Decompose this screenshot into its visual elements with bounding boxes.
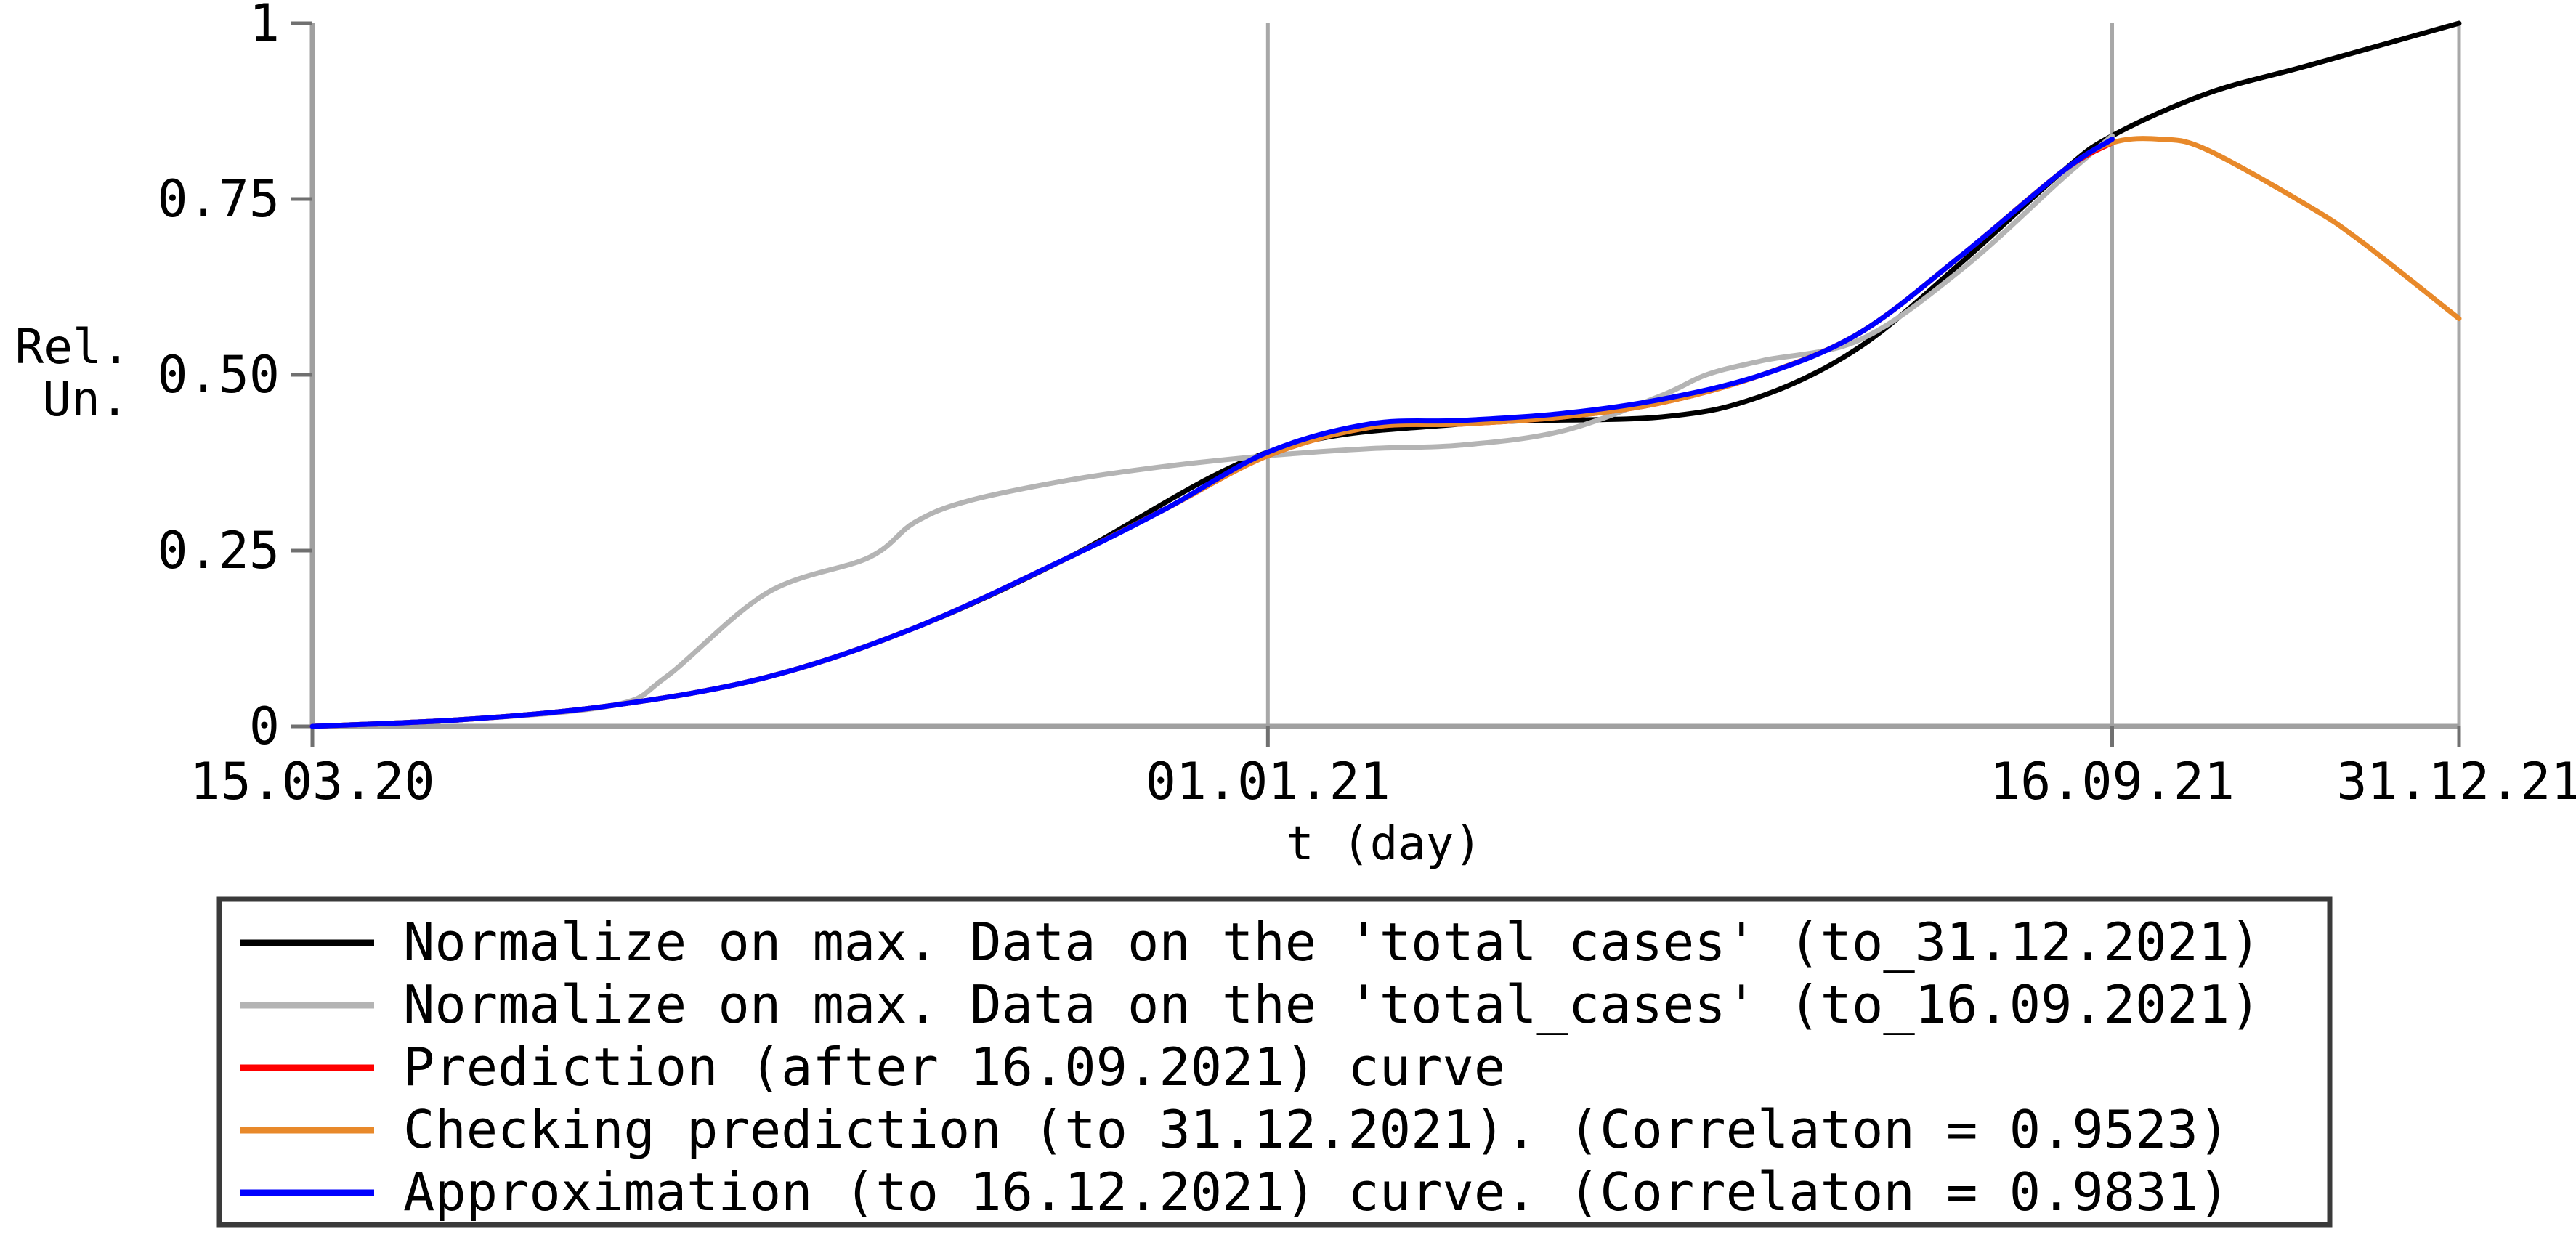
y-tick-label: 0.75 bbox=[157, 169, 280, 229]
y-axis-label: Un. bbox=[42, 371, 129, 427]
legend-box bbox=[216, 896, 2333, 1228]
x-axis-label: t (day) bbox=[1286, 817, 1482, 871]
legend-label: Checking prediction (to 31.12.2021). (Co… bbox=[403, 1099, 2229, 1160]
y-tick-label: 0.25 bbox=[157, 521, 280, 580]
x-tick-label: 15.03.20 bbox=[190, 752, 434, 811]
y-tick-label: 0 bbox=[249, 697, 280, 756]
grid-lines bbox=[1265, 23, 2461, 726]
x-tick-label: 01.01.21 bbox=[1146, 752, 1390, 811]
y-axis-label: Rel. bbox=[15, 319, 131, 375]
y-tick-label: 1 bbox=[249, 0, 280, 53]
axes bbox=[291, 21, 2461, 747]
x-tick-label: 16.09.21 bbox=[1990, 752, 2235, 811]
legend-label: Prediction (after 16.09.2021) curve bbox=[403, 1037, 1505, 1098]
series-line bbox=[309, 20, 2462, 729]
legend-label: Approximation (to 16.12.2021) curve. (Co… bbox=[403, 1161, 2229, 1222]
legend-label: Normalize on max. Data on the 'total cas… bbox=[403, 912, 2261, 973]
series-line bbox=[309, 133, 2115, 729]
axis-labels: 1 0.75 0.50 0.25 015.03.20 01.01.21 16.09.21 31… bbox=[15, 0, 2576, 871]
series-lines bbox=[309, 20, 2462, 729]
legend-label: Normalize on max. Data on the 'total_cas… bbox=[403, 974, 2261, 1035]
series-line bbox=[309, 137, 2115, 729]
y-tick-label: 0.50 bbox=[157, 345, 280, 405]
x-tick-label: 31.12.21 bbox=[2336, 752, 2576, 811]
series-line bbox=[309, 140, 2115, 729]
legend: Normalize on max. Data on the 'total cas… bbox=[216, 896, 2333, 1228]
